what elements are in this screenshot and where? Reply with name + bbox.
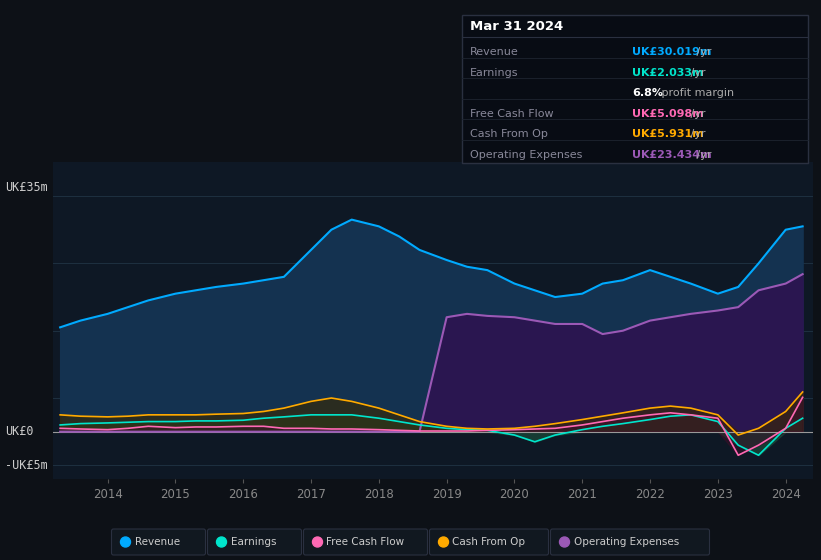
Text: /yr: /yr [687,129,705,139]
Text: /yr: /yr [687,68,705,78]
Bar [462,15,808,163]
Text: UK£0: UK£0 [5,425,34,438]
Text: Operating Expenses: Operating Expenses [470,150,582,160]
Text: Earnings: Earnings [231,537,276,547]
Text: Cash From Op: Cash From Op [452,537,525,547]
Text: UK£35m: UK£35m [5,181,48,194]
FancyBboxPatch shape [429,529,548,555]
Text: Operating Expenses: Operating Expenses [574,537,679,547]
Text: Revenue: Revenue [470,48,519,57]
FancyBboxPatch shape [551,529,709,555]
Text: UK£23.434m: UK£23.434m [632,150,712,160]
Text: UK£5.098m: UK£5.098m [632,109,704,119]
FancyBboxPatch shape [112,529,205,555]
Circle shape [559,537,570,547]
Text: profit margin: profit margin [658,88,734,99]
Text: Cash From Op: Cash From Op [470,129,548,139]
Circle shape [121,537,131,547]
Text: /yr: /yr [687,109,705,119]
Text: -UK£5m: -UK£5m [5,459,48,472]
FancyBboxPatch shape [304,529,428,555]
Circle shape [438,537,448,547]
Text: Mar 31 2024: Mar 31 2024 [470,20,563,33]
Text: UK£2.033m: UK£2.033m [632,68,704,78]
Text: UK£5.931m: UK£5.931m [632,129,704,139]
Circle shape [313,537,323,547]
Text: Free Cash Flow: Free Cash Flow [327,537,405,547]
Circle shape [217,537,227,547]
Text: Revenue: Revenue [135,537,180,547]
Text: /yr: /yr [693,48,712,57]
Text: Earnings: Earnings [470,68,519,78]
Text: /yr: /yr [693,150,712,160]
Text: Free Cash Flow: Free Cash Flow [470,109,553,119]
FancyBboxPatch shape [208,529,301,555]
Text: UK£30.019m: UK£30.019m [632,48,711,57]
Text: 6.8%: 6.8% [632,88,663,99]
